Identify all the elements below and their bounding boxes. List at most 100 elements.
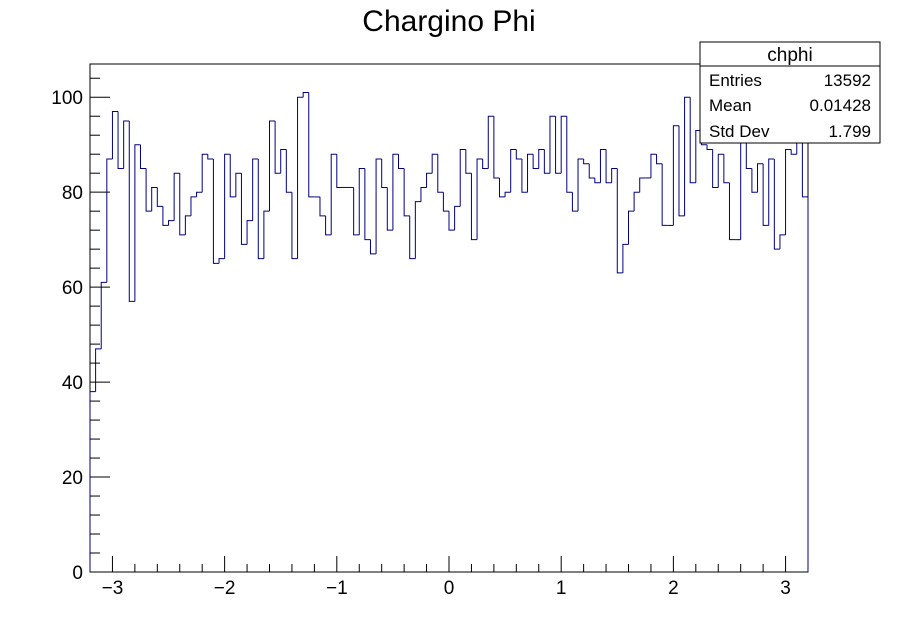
stats-box-title: chphi	[767, 45, 812, 66]
histogram-bin	[353, 187, 360, 236]
histogram-bin	[577, 158, 584, 212]
histogram-bin	[560, 115, 567, 174]
histogram-bin	[190, 196, 197, 216]
stats-mean-value: 0.01428	[810, 96, 871, 115]
stats-stddev-value: 1.799	[828, 122, 871, 141]
histogram-bin	[302, 91, 309, 98]
histogram-bin	[745, 139, 752, 169]
histogram-bin	[364, 168, 371, 241]
histogram-bin	[291, 192, 298, 260]
histogram-bin	[196, 191, 203, 197]
histogram-bin	[235, 172, 242, 197]
histogram-bin	[212, 158, 220, 264]
histogram-bin	[409, 215, 416, 260]
histogram-bin	[381, 158, 388, 188]
histogram-bin	[336, 154, 343, 188]
histogram-bin	[117, 111, 124, 169]
histogram-bin	[555, 116, 562, 174]
histogram-bin	[751, 168, 758, 193]
histogram-bin	[375, 158, 382, 254]
histogram-bin	[229, 154, 236, 198]
stats-entries-label: Entries	[709, 71, 762, 90]
histogram-bin	[487, 115, 494, 169]
histogram-bin	[252, 158, 259, 221]
histogram-bin	[201, 153, 208, 193]
histogram-bin	[280, 148, 287, 174]
y-tick-label: 0	[72, 563, 83, 584]
histogram-bin	[308, 92, 315, 198]
histogram-bin	[605, 149, 612, 184]
histogram-bin	[224, 153, 231, 259]
histogram-bin	[454, 205, 461, 231]
histogram-bin	[95, 348, 102, 392]
histogram-bin	[431, 153, 438, 174]
histogram-bin	[179, 173, 186, 236]
histogram-bin	[622, 243, 629, 273]
histogram-bin	[678, 125, 685, 217]
histogram-bin	[672, 125, 679, 226]
histogram-bin	[459, 148, 466, 207]
histogram-bin	[588, 163, 595, 179]
histogram-bin	[504, 191, 511, 197]
histogram-bin	[168, 220, 175, 226]
stats-entries-value: 13592	[824, 71, 871, 90]
histogram-bin	[386, 187, 393, 231]
histogram-bin	[297, 96, 304, 259]
x-axis: −3 −2 −1 0 1 2 3	[102, 556, 791, 599]
histogram-bin	[689, 97, 696, 184]
histogram-bin	[498, 177, 506, 198]
histogram-bin	[779, 234, 786, 250]
histogram-bin	[240, 173, 248, 245]
x-tick-label: −2	[214, 578, 236, 599]
histogram-bin	[89, 391, 96, 572]
x-tick-label: 0	[444, 578, 455, 599]
histogram-bin	[583, 158, 590, 165]
histogram-bin	[403, 168, 410, 217]
histogram-bin	[285, 149, 292, 193]
histogram-bin	[263, 210, 270, 259]
histogram-bin	[521, 158, 528, 193]
x-tick-label: 2	[668, 578, 679, 599]
y-tick-label: 80	[62, 183, 83, 204]
histogram-bin	[269, 120, 276, 212]
histogram-bin	[801, 135, 809, 572]
histogram-bin	[426, 172, 433, 188]
histogram-bin	[684, 96, 691, 216]
histogram-bin	[538, 148, 545, 169]
histogram-bin	[728, 182, 736, 241]
histogram-bin	[661, 163, 668, 226]
histogram-bin	[571, 192, 579, 212]
histogram-bin	[639, 177, 646, 193]
histogram-bin	[325, 215, 332, 236]
x-tick-label: 3	[780, 578, 791, 599]
histogram-bin	[437, 154, 444, 193]
chart-title: Chargino Phi	[362, 5, 535, 38]
histogram-bin	[785, 148, 792, 235]
histogram-bars	[89, 91, 809, 572]
y-tick-label: 60	[62, 278, 83, 299]
histogram-bin	[656, 154, 663, 165]
histogram-bin	[173, 172, 180, 221]
histogram-bin	[482, 158, 489, 169]
histogram-bin	[493, 116, 500, 179]
histogram-bin	[633, 191, 640, 212]
histogram-bin	[392, 153, 399, 231]
histogram-bin	[414, 201, 421, 259]
histogram-bin	[319, 196, 326, 217]
histogram-bin	[611, 167, 618, 183]
histogram-bin	[599, 148, 607, 183]
histogram-bin	[257, 158, 264, 260]
histogram-bin	[134, 144, 141, 302]
histogram-bin	[420, 186, 427, 202]
histogram-bin	[106, 158, 113, 283]
histogram-bin	[628, 210, 635, 245]
y-axis: 0 20 40 60 80 100	[51, 77, 110, 584]
histogram-bin	[274, 120, 281, 174]
histogram-bin	[706, 144, 713, 150]
histogram-bin	[448, 211, 455, 231]
histogram-bin	[712, 149, 719, 188]
y-tick-label: 100	[51, 88, 83, 109]
y-tick-label: 20	[62, 468, 83, 489]
histogram-bin	[470, 173, 478, 241]
